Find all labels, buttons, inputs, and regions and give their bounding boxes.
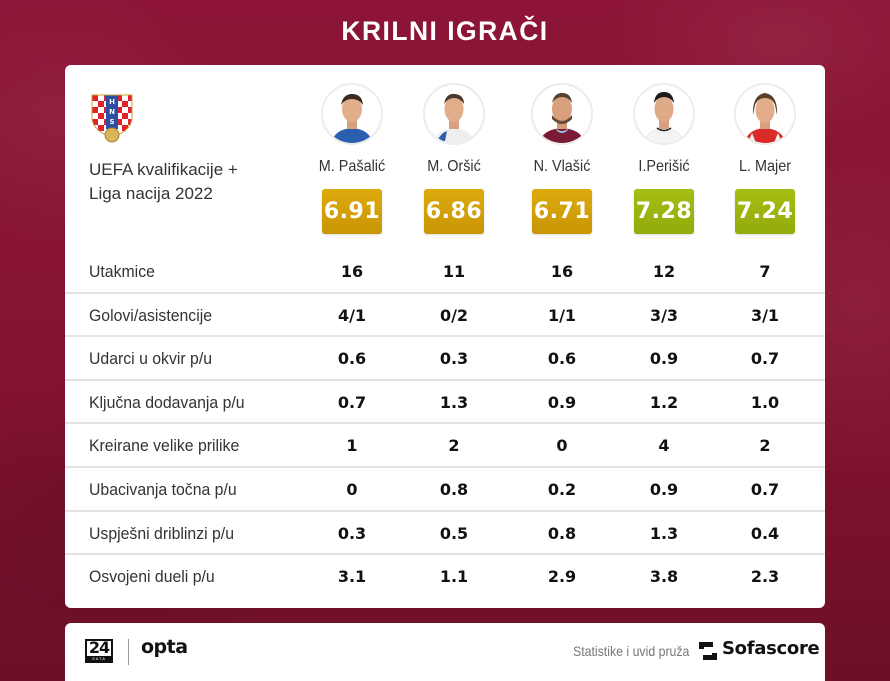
- player-rating-badge: 7.28: [634, 189, 694, 234]
- player-avatar: [423, 83, 485, 145]
- player-column: L. Majer 7.24: [715, 83, 815, 234]
- player-column: M. Oršić 6.86: [404, 83, 504, 234]
- player-rating-badge: 7.24: [735, 189, 795, 234]
- page-title: KRILNI IGRAČI: [341, 16, 549, 46]
- sofascore-logo-text: Sofascore: [722, 638, 820, 659]
- sofascore-logo-icon: [699, 642, 717, 660]
- stat-label: Kreirane velike prilike: [89, 436, 240, 456]
- svg-text:H: H: [109, 98, 115, 106]
- stat-value: 0.6: [337, 349, 367, 369]
- stat-value: 2.3: [750, 567, 780, 587]
- stat-value: 1.1: [439, 567, 469, 587]
- stat-value: 0.9: [649, 349, 679, 369]
- stat-value: 11: [442, 262, 466, 281]
- player-avatar: [531, 83, 593, 145]
- stat-value: 4: [658, 436, 670, 456]
- stat-value: 2: [759, 436, 771, 456]
- table-row: Osvojeni dueli p/u 3.1 1.1 2.9 3.8 2.3: [65, 555, 825, 599]
- stat-label: Udarci u okvir p/u: [89, 349, 213, 369]
- stat-value: 2.9: [547, 567, 577, 587]
- stat-label: Utakmice: [89, 262, 155, 281]
- stat-value: 0.4: [750, 523, 780, 543]
- player-photo-icon: [736, 85, 794, 143]
- player-photo-icon: [425, 85, 483, 143]
- stat-value: 1.2: [649, 392, 679, 412]
- stat-value: 1.3: [649, 523, 679, 543]
- stat-value: 3/3: [649, 305, 679, 325]
- stat-value: 0.8: [439, 479, 469, 499]
- footer-bar: 24 SATA opta Statistike i uvid pruža Sof…: [65, 623, 825, 681]
- player-photo-icon: [533, 85, 591, 143]
- stat-value: 0.2: [547, 479, 577, 499]
- stat-value: 2: [448, 436, 460, 456]
- player-avatar: [734, 83, 796, 145]
- table-row: Golovi/asistencije 4/1 0/2 1/1 3/3 3/1: [65, 294, 825, 338]
- stat-value: 3.8: [649, 567, 679, 587]
- player-name: L. Majer: [738, 158, 792, 175]
- opta-logo: opta: [141, 636, 188, 658]
- competition-line-2: Liga nacija 2022: [89, 184, 213, 203]
- stat-value: 3.1: [337, 567, 367, 587]
- 24sata-logo-icon: 24 SATA: [85, 638, 113, 663]
- provided-by-text: Statistike i uvid pruža: [573, 643, 690, 659]
- stat-value: 0: [346, 479, 358, 499]
- table-row: Ključna dodavanja p/u 0.7 1.3 0.9 1.2 1.…: [65, 381, 825, 425]
- stat-label: Ubacivanja točna p/u: [89, 479, 237, 499]
- player-name: M. Pašalić: [318, 158, 386, 175]
- stat-label: Golovi/asistencije: [89, 305, 213, 325]
- stat-value: 16: [550, 262, 574, 281]
- player-column: N. Vlašić 6.71: [512, 83, 612, 234]
- stat-value: 7: [759, 262, 771, 281]
- player-photo-icon: [635, 85, 693, 143]
- stat-value: 0.8: [547, 523, 577, 543]
- stat-value: 4/1: [337, 305, 367, 325]
- competition-label: UEFA kvalifikacije + Liga nacija 2022: [89, 158, 289, 206]
- stat-label: Uspješni driblinzi p/u: [89, 523, 234, 543]
- stat-value: 1.0: [750, 392, 780, 412]
- stat-label: Osvojeni dueli p/u: [89, 567, 215, 587]
- stat-value: 12: [652, 262, 676, 281]
- stat-value: 0.5: [439, 523, 469, 543]
- stat-value: 0.6: [547, 349, 577, 369]
- stat-value: 1/1: [547, 305, 577, 325]
- player-name: M. Oršić: [427, 158, 481, 175]
- table-row: Udarci u okvir p/u 0.6 0.3 0.6 0.9 0.7: [65, 337, 825, 381]
- stat-value: 1: [346, 436, 358, 456]
- logo-divider: [128, 639, 129, 665]
- competition-line-1: UEFA kvalifikacije +: [89, 160, 238, 179]
- player-avatar: [321, 83, 383, 145]
- player-name: I.Perišić: [638, 158, 690, 175]
- player-rating-badge: 6.86: [424, 189, 484, 234]
- stat-value: 1.3: [439, 392, 469, 412]
- stat-value: 0/2: [439, 305, 469, 325]
- stats-table: Utakmice 16 11 16 12 7 Golovi/asistencij…: [65, 250, 825, 599]
- stat-label: Ključna dodavanja p/u: [89, 392, 245, 412]
- hns-crest-icon: H N S: [91, 94, 133, 143]
- stat-value: 0.7: [337, 392, 367, 412]
- stat-value: 0.9: [547, 392, 577, 412]
- stat-value: 0.3: [337, 523, 367, 543]
- player-name: N. Vlašić: [533, 158, 591, 175]
- player-photo-icon: [323, 85, 381, 143]
- stat-value: 0.3: [439, 349, 469, 369]
- player-column: I.Perišić 7.28: [614, 83, 714, 234]
- table-row: Uspješni driblinzi p/u 0.3 0.5 0.8 1.3 0…: [65, 512, 825, 556]
- stat-value: 0.7: [750, 479, 780, 499]
- table-row: Ubacivanja točna p/u 0 0.8 0.2 0.9 0.7: [65, 468, 825, 512]
- svg-text:N: N: [109, 108, 115, 116]
- table-row: Utakmice 16 11 16 12 7: [65, 250, 825, 294]
- stat-value: 16: [340, 262, 364, 281]
- player-rating-badge: 6.71: [532, 189, 592, 234]
- stat-value: 0.7: [750, 349, 780, 369]
- player-rating-badge: 6.91: [322, 189, 382, 234]
- player-avatar: [633, 83, 695, 145]
- svg-text:S: S: [109, 118, 114, 126]
- player-column: M. Pašalić 6.91: [302, 83, 402, 234]
- stat-value: 3/1: [750, 305, 780, 325]
- stats-card: H N S UEFA kvalifikacije + Liga nacija 2…: [65, 65, 825, 608]
- stat-value: 0.9: [649, 479, 679, 499]
- stat-value: 0: [556, 436, 568, 456]
- table-row: Kreirane velike prilike 1 2 0 4 2: [65, 424, 825, 468]
